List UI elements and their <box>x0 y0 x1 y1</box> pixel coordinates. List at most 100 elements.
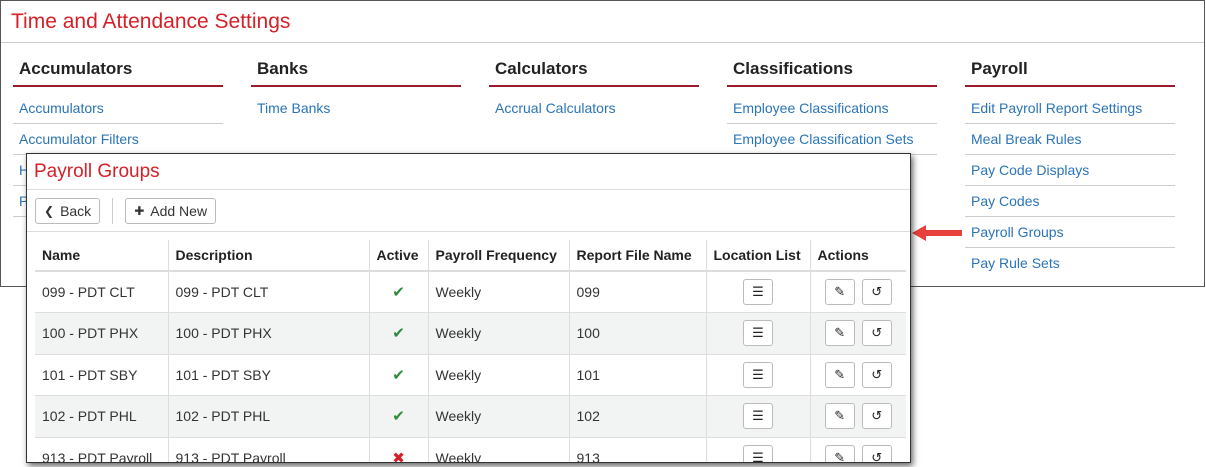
pencil-icon[interactable]: ✎ <box>824 403 855 430</box>
link-time-banks[interactable]: Time Banks <box>257 100 331 116</box>
plus-icon: ✚ <box>134 203 145 218</box>
check-icon: ✔ <box>392 408 405 426</box>
cell-report-file: 102 <box>568 395 706 437</box>
cell-actions: ✎ ↺ <box>809 270 906 313</box>
chevron-left-icon: ❮ <box>44 203 55 218</box>
cell-description: 101 - PDT SBY <box>167 353 369 396</box>
cell-description: 099 - PDT CLT <box>167 270 369 313</box>
link-pay-codes[interactable]: Pay Codes <box>965 186 1175 217</box>
cross-icon: ✖ <box>392 450 405 463</box>
pencil-icon[interactable]: ✎ <box>824 361 855 388</box>
check-icon: ✔ <box>392 325 405 343</box>
column-header: Banks <box>251 57 461 87</box>
cell-actions: ✎ ↺ <box>809 395 906 437</box>
cell-frequency: Weekly <box>427 312 569 354</box>
table-row: 102 - PDT PHL 102 - PDT PHL ✔ Weekly 102… <box>35 395 906 437</box>
cell-active: ✔ <box>368 270 428 313</box>
cell-name: 099 - PDT CLT <box>35 270 168 313</box>
cell-description: 102 - PDT PHL <box>167 395 369 437</box>
link-meal-break-rules[interactable]: Meal Break Rules <box>965 124 1175 155</box>
list-icon[interactable]: ☰ <box>743 445 773 462</box>
header-name[interactable]: Name <box>35 240 168 272</box>
column-calculators: Calculators Accrual Calculators <box>489 57 699 124</box>
link-employee-classifications[interactable]: Employee Classifications <box>727 93 937 124</box>
cell-description: 100 - PDT PHX <box>167 312 369 354</box>
header-location-list: Location List <box>705 240 810 272</box>
link-pay-rule-sets[interactable]: Pay Rule Sets <box>971 255 1060 271</box>
pencil-icon[interactable]: ✎ <box>824 279 855 305</box>
table-row: 099 - PDT CLT 099 - PDT CLT ✔ Weekly 099… <box>35 270 906 313</box>
back-label: Back <box>60 202 92 219</box>
link-edit-payroll-report-settings[interactable]: Edit Payroll Report Settings <box>965 93 1175 124</box>
list-icon[interactable]: ☰ <box>743 361 773 388</box>
add-new-label: Add New <box>150 202 208 219</box>
pointer-arrow-icon <box>912 225 962 241</box>
cell-frequency: Weekly <box>427 353 569 396</box>
cell-location-list: ☰ <box>705 436 810 462</box>
table-row: 101 - PDT SBY 101 - PDT SBY ✔ Weekly 101… <box>35 353 906 396</box>
header-payroll-frequency[interactable]: Payroll Frequency <box>427 240 569 272</box>
cell-active: ✔ <box>368 312 428 354</box>
pencil-icon[interactable]: ✎ <box>824 320 855 347</box>
cell-active: ✖ <box>368 436 428 463</box>
cell-actions: ✎ ↺ <box>809 436 906 462</box>
history-icon[interactable]: ↺ <box>861 403 892 430</box>
table-header-row: Name Description Active Payroll Frequenc… <box>35 240 906 272</box>
cell-report-file: 101 <box>568 353 706 396</box>
toolbar: ❮ Back ✚ Add New <box>27 190 910 232</box>
toolbar-divider <box>112 197 114 224</box>
cell-location-list: ☰ <box>705 312 810 354</box>
link-pay-code-displays[interactable]: Pay Code Displays <box>965 155 1175 186</box>
cell-report-file: 099 <box>568 270 706 313</box>
column-header: Calculators <box>489 57 699 87</box>
table-row: 913 - PDT Payroll 913 - PDT Payroll ✖ We… <box>35 436 906 463</box>
header-actions: Actions <box>809 240 906 272</box>
history-icon[interactable]: ↺ <box>861 361 892 388</box>
cell-actions: ✎ ↺ <box>809 353 906 396</box>
cell-active: ✔ <box>368 395 428 437</box>
cell-location-list: ☰ <box>705 353 810 396</box>
add-new-button[interactable]: ✚ Add New <box>125 197 217 224</box>
cell-actions: ✎ ↺ <box>809 312 906 354</box>
column-banks: Banks Time Banks <box>251 57 461 124</box>
cell-frequency: Weekly <box>427 395 569 437</box>
history-icon[interactable]: ↺ <box>861 320 892 347</box>
header-description[interactable]: Description <box>167 240 369 272</box>
history-icon[interactable]: ↺ <box>861 279 892 305</box>
column-classifications: Classifications Employee Classifications… <box>727 57 937 155</box>
list-icon[interactable]: ☰ <box>743 320 773 347</box>
cell-name: 102 - PDT PHL <box>35 395 168 437</box>
link-accrual-calculators[interactable]: Accrual Calculators <box>495 100 616 116</box>
payroll-groups-dialog: Payroll Groups ❮ Back ✚ Add New Name Des… <box>26 153 911 463</box>
header-report-file-name[interactable]: Report File Name <box>568 240 706 272</box>
column-header: Accumulators <box>13 57 223 87</box>
back-button[interactable]: ❮ Back <box>35 197 101 224</box>
table-row: 100 - PDT PHX 100 - PDT PHX ✔ Weekly 100… <box>35 312 906 354</box>
payroll-groups-table: Name Description Active Payroll Frequenc… <box>35 240 906 463</box>
link-employee-classification-sets[interactable]: Employee Classification Sets <box>727 124 937 155</box>
cell-name: 913 - PDT Payroll <box>35 436 168 462</box>
pencil-icon[interactable]: ✎ <box>824 445 855 462</box>
check-icon: ✔ <box>392 284 405 301</box>
header-active[interactable]: Active <box>368 240 428 272</box>
column-header: Payroll <box>965 57 1175 87</box>
link-accumulators[interactable]: Accumulators <box>13 93 223 124</box>
page-title: Time and Attendance Settings <box>1 1 1204 43</box>
link-accumulator-filters[interactable]: Accumulator Filters <box>13 124 223 155</box>
cell-frequency: Weekly <box>427 270 569 313</box>
column-header: Classifications <box>727 57 937 87</box>
cell-location-list: ☰ <box>705 395 810 437</box>
cell-location-list: ☰ <box>705 270 810 313</box>
history-icon[interactable]: ↺ <box>861 445 892 462</box>
cell-name: 100 - PDT PHX <box>35 312 168 354</box>
list-icon[interactable]: ☰ <box>743 279 773 305</box>
list-icon[interactable]: ☰ <box>743 403 773 430</box>
link-payroll-groups[interactable]: Payroll Groups <box>965 217 1175 248</box>
cell-active: ✔ <box>368 353 428 396</box>
cell-name: 101 - PDT SBY <box>35 353 168 396</box>
cell-description: 913 - PDT Payroll <box>167 436 369 462</box>
cell-frequency: Weekly <box>427 436 569 462</box>
column-payroll: Payroll Edit Payroll Report Settings Mea… <box>965 57 1175 279</box>
cell-report-file: 913 <box>568 436 706 462</box>
cell-report-file: 100 <box>568 312 706 354</box>
